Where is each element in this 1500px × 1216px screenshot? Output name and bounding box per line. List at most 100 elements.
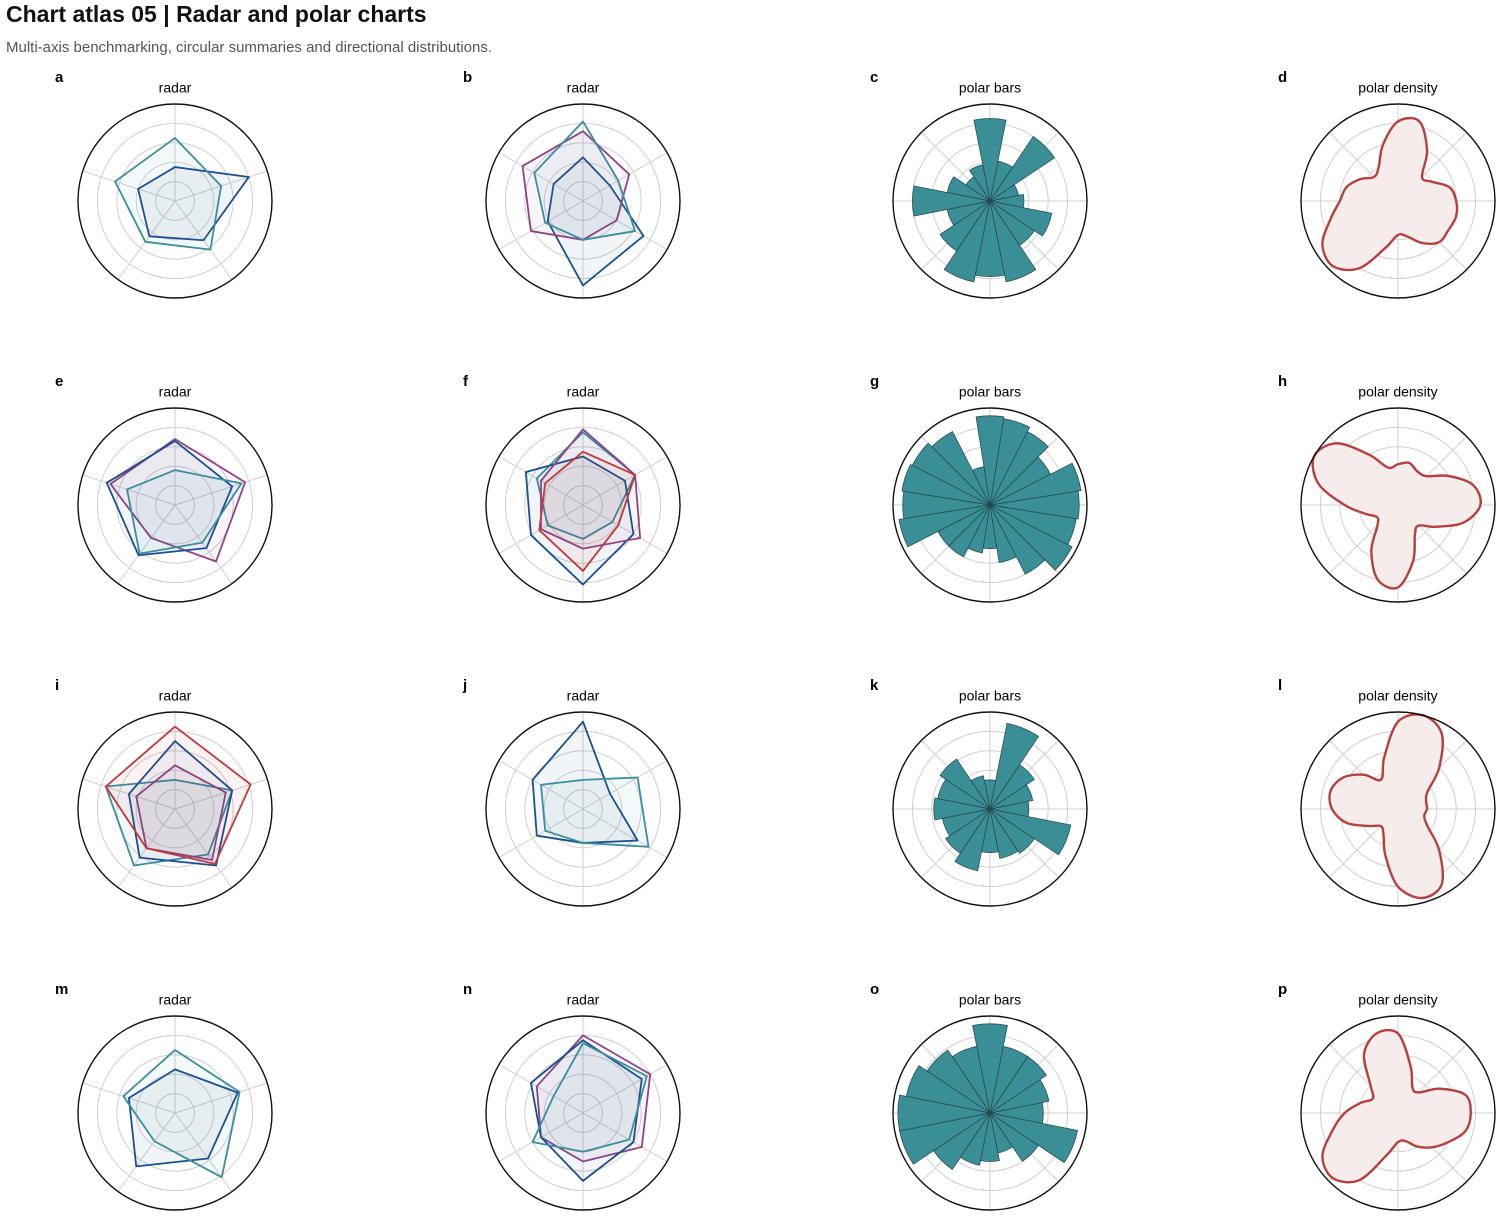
panel: i radar [55,677,273,907]
spoke [174,1082,268,1114]
polar-frame [77,711,273,907]
radar-series [531,1042,648,1153]
polar-frame [892,1015,1088,1211]
spoke [174,1112,233,1192]
polar-bar [898,504,991,548]
polar-bar [989,200,1037,283]
panel-label: e [55,373,63,390]
panel-label: b [463,69,472,86]
panel: c polar bars [870,69,1088,299]
polar-frame [77,1015,273,1211]
spoke [582,1112,668,1162]
polar-bar [954,808,991,872]
panel-label: c [870,69,878,86]
panel-title: polar density [1358,384,1437,400]
polar-bar [933,1112,991,1170]
radar-series [127,740,234,867]
radar-series [546,156,645,287]
polar-frame [77,103,273,299]
polar-bar [989,504,1073,571]
spoke [498,200,584,250]
panel-title: polar bars [959,992,1021,1008]
panel: g polar bars [870,373,1088,603]
panel-title: radar [159,992,192,1008]
spoke [498,808,584,858]
panel: j radar [462,677,681,907]
radar-series [114,137,223,251]
polar-bar [933,797,991,821]
spoke [498,152,584,202]
density-curve [1321,1028,1472,1184]
polar-bar [989,200,1053,237]
polar-bar [939,758,991,810]
panel: m radar [55,981,273,1211]
panel-label: l [1278,677,1282,694]
panel: e radar [55,373,273,603]
panel-title: polar density [1358,688,1437,704]
panel-label: i [55,677,59,694]
radar-series [104,725,252,865]
panel-title: radar [159,384,192,400]
polar-bar [969,164,991,202]
panel-title: polar bars [959,80,1021,96]
panel-title: radar [567,992,600,1008]
spoke [82,170,176,202]
polar-bar [980,1112,1000,1162]
polar-bar [901,464,991,506]
polar-frame [1300,103,1496,299]
polar-bar [912,185,991,217]
spoke [582,808,668,858]
panel: k polar bars [870,677,1088,907]
density-curve [1328,713,1445,900]
spoke [174,504,233,584]
polar-bar [948,504,991,558]
panel-title: polar bars [959,688,1021,704]
panel: a radar [55,69,273,299]
polar-bar [989,1112,1078,1164]
spoke [117,504,176,584]
panel: h polar density [1278,373,1496,603]
polar-frame [485,711,681,907]
spoke [582,504,668,554]
polar-bar [967,504,991,554]
panel-label: n [463,981,472,998]
panel-label: g [870,373,879,390]
spoke [174,474,268,506]
spoke [582,760,668,810]
spoke [174,808,233,888]
spoke [174,778,268,810]
panel-title: radar [567,384,600,400]
panel-label: f [463,373,469,390]
panel-label: o [870,981,879,998]
panel-label: h [1278,373,1287,390]
polar-bar [959,1112,991,1166]
radar-series [533,120,636,241]
spoke [117,1112,176,1192]
polar-bar [975,415,1005,506]
density-curve [1321,116,1459,272]
panel-title: radar [159,688,192,704]
polar-frame [892,407,1088,603]
polar-frame [485,1015,681,1211]
spoke [82,474,176,506]
density-curve [1311,442,1482,590]
polar-frame [485,103,681,299]
polar-bar [943,200,991,283]
polar-bar [989,808,1072,856]
panel-label: d [1278,69,1287,86]
polar-bar [973,118,1007,202]
spoke [582,1064,668,1114]
polar-frame [485,407,681,603]
panel-label: m [55,981,68,998]
figure-subtitle: Multi-axis benchmarking, circular summar… [6,39,492,56]
panel: p polar density [1278,981,1496,1211]
radar-series [524,455,635,586]
polar-bar [989,462,1082,506]
panel-label: a [55,69,64,86]
panel-title: radar [567,688,600,704]
panel-title: polar bars [959,384,1021,400]
spoke [117,200,176,280]
radar-series [126,469,243,555]
polar-bar [972,1023,1008,1114]
radar-series [135,764,227,861]
